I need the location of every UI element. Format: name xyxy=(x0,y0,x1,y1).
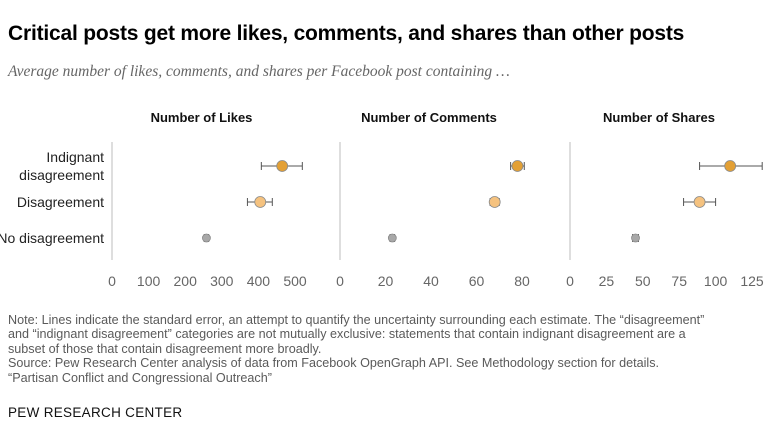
x-tick-label: 40 xyxy=(423,273,439,289)
data-point xyxy=(202,233,211,243)
category-label: No disagreement xyxy=(0,230,104,246)
data-point xyxy=(387,233,397,243)
x-tick-label: 500 xyxy=(283,273,307,289)
x-tick-label: 100 xyxy=(704,273,728,289)
note-line: and “indignant disagreement” categories … xyxy=(8,327,686,342)
x-tick-label: 300 xyxy=(210,273,234,289)
x-tick-label: 125 xyxy=(740,273,764,289)
x-tick-label: 0 xyxy=(336,273,344,289)
x-tick-label: 100 xyxy=(137,273,161,289)
note-line: Note: Lines indicate the standard error,… xyxy=(8,313,705,327)
x-tick-label: 60 xyxy=(469,273,485,289)
category-label: disagreement xyxy=(19,167,104,183)
data-point xyxy=(276,160,289,172)
x-tick-label: 20 xyxy=(378,273,394,289)
data-point xyxy=(724,160,737,172)
chart-subtitle: Average number of likes, comments, and s… xyxy=(8,63,510,80)
x-tick-label: 25 xyxy=(599,273,615,289)
panel-title: Number of Comments xyxy=(361,110,497,125)
chart-title: Critical posts get more likes, comments,… xyxy=(8,22,685,45)
x-tick-label: 75 xyxy=(671,273,687,289)
dot-plot-chart: Indignant disagreement Disagreement No disa… xyxy=(0,110,764,289)
x-tick-label: 0 xyxy=(108,273,116,289)
footer-brand: PEW RESEARCH CENTER xyxy=(8,405,183,420)
x-tick-label: 50 xyxy=(635,273,651,289)
source-line: Source: Pew Research Center analysis of … xyxy=(8,356,660,371)
x-tick-label: 400 xyxy=(247,273,271,289)
data-point xyxy=(511,160,524,172)
x-tick-label: 80 xyxy=(514,273,530,289)
note-line: subset of those that contain disagreemen… xyxy=(8,341,322,356)
notes: Note: Lines indicate the standard error,… xyxy=(8,313,768,385)
x-tick-label: 200 xyxy=(174,273,198,289)
data-point xyxy=(693,196,706,208)
data-point xyxy=(488,196,501,208)
x-tick-label: 0 xyxy=(566,273,574,289)
category-label: Disagreement xyxy=(17,194,104,210)
data-point xyxy=(254,196,267,208)
category-label: Indignant xyxy=(46,149,104,165)
panel-title: Number of Likes xyxy=(151,110,253,125)
report-name: “Partisan Conflict and Congressional Out… xyxy=(8,370,272,385)
data-point xyxy=(631,233,640,243)
panel-title: Number of Shares xyxy=(603,110,715,125)
